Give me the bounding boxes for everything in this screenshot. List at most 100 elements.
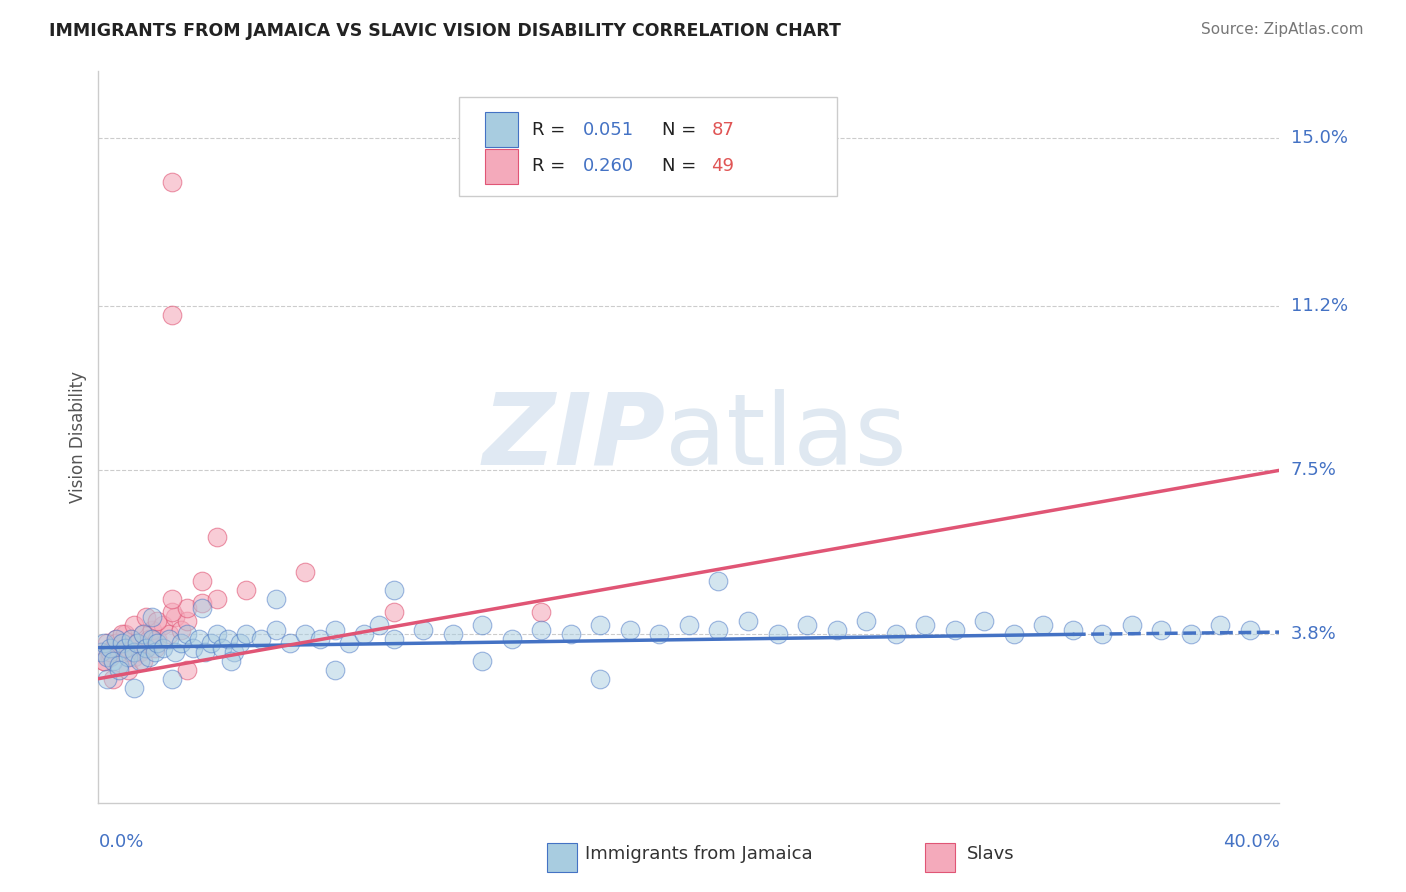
Point — [111, 636, 134, 650]
Point — [98, 649, 121, 664]
Point — [105, 636, 128, 650]
Point — [176, 663, 198, 677]
Point — [111, 627, 134, 641]
Point — [125, 636, 148, 650]
Point — [108, 658, 131, 673]
Text: atlas: atlas — [665, 389, 907, 485]
Point — [530, 605, 553, 619]
Point — [117, 663, 139, 677]
Point — [132, 627, 155, 641]
Point — [191, 600, 214, 615]
Point — [619, 623, 641, 637]
Point — [441, 627, 464, 641]
Point — [128, 645, 150, 659]
Point — [194, 645, 217, 659]
Point — [412, 623, 434, 637]
Point — [217, 632, 239, 646]
Point — [368, 618, 391, 632]
Text: 87: 87 — [711, 121, 734, 139]
Point — [135, 609, 157, 624]
Point — [143, 645, 166, 659]
FancyBboxPatch shape — [925, 843, 955, 872]
Point — [943, 623, 966, 637]
Point — [766, 627, 789, 641]
Point — [1091, 627, 1114, 641]
Point — [382, 632, 405, 646]
Point — [120, 632, 142, 646]
Point — [138, 649, 160, 664]
Point — [103, 672, 125, 686]
Point — [176, 600, 198, 615]
Point — [170, 623, 193, 637]
Text: Immigrants from Jamaica: Immigrants from Jamaica — [585, 845, 813, 863]
Point — [648, 627, 671, 641]
Point — [1239, 623, 1261, 637]
Point — [103, 654, 125, 668]
Point — [96, 672, 118, 686]
Text: 0.051: 0.051 — [582, 121, 634, 139]
Point — [96, 649, 118, 664]
Point — [221, 654, 243, 668]
Text: 49: 49 — [711, 158, 734, 176]
Point — [162, 175, 183, 189]
Point — [323, 663, 346, 677]
Point — [264, 591, 287, 606]
Point — [122, 618, 145, 632]
Text: Source: ZipAtlas.com: Source: ZipAtlas.com — [1201, 22, 1364, 37]
Point — [796, 618, 818, 632]
Point — [353, 627, 375, 641]
Point — [1121, 618, 1143, 632]
Point — [211, 640, 233, 655]
Point — [737, 614, 759, 628]
Point — [117, 649, 139, 664]
Point — [111, 636, 134, 650]
Point — [1180, 627, 1202, 641]
Y-axis label: Vision Disability: Vision Disability — [69, 371, 87, 503]
Text: N =: N = — [662, 121, 702, 139]
Point — [114, 627, 136, 641]
Point — [382, 582, 405, 597]
Point — [224, 645, 246, 659]
FancyBboxPatch shape — [547, 843, 576, 872]
Point — [165, 645, 187, 659]
Point — [103, 640, 125, 655]
Text: R =: R = — [531, 121, 571, 139]
Point — [530, 623, 553, 637]
Point — [125, 636, 148, 650]
Point — [707, 623, 730, 637]
Point — [117, 640, 139, 655]
Point — [90, 645, 112, 659]
Point — [471, 654, 494, 668]
Point — [678, 618, 700, 632]
Point — [93, 654, 115, 668]
Point — [152, 640, 174, 655]
Point — [162, 308, 183, 322]
Point — [294, 566, 316, 580]
Point — [120, 632, 142, 646]
Point — [501, 632, 523, 646]
Text: 0.260: 0.260 — [582, 158, 634, 176]
Text: 7.5%: 7.5% — [1291, 461, 1337, 479]
Point — [707, 574, 730, 589]
Point — [200, 636, 222, 650]
Point — [1032, 618, 1054, 632]
Text: 0.0%: 0.0% — [98, 833, 143, 851]
Point — [560, 627, 582, 641]
Point — [105, 632, 128, 646]
Text: R =: R = — [531, 158, 571, 176]
Point — [141, 632, 163, 646]
Point — [884, 627, 907, 641]
Text: 11.2%: 11.2% — [1291, 297, 1348, 315]
Point — [264, 623, 287, 637]
Point — [1209, 618, 1232, 632]
Text: 15.0%: 15.0% — [1291, 128, 1347, 147]
Point — [143, 640, 166, 655]
FancyBboxPatch shape — [485, 149, 517, 184]
Point — [135, 640, 157, 655]
FancyBboxPatch shape — [485, 112, 517, 147]
Point — [181, 640, 204, 655]
Text: Slavs: Slavs — [966, 845, 1014, 863]
Point — [339, 636, 361, 650]
Point — [176, 627, 198, 641]
Point — [98, 640, 121, 655]
